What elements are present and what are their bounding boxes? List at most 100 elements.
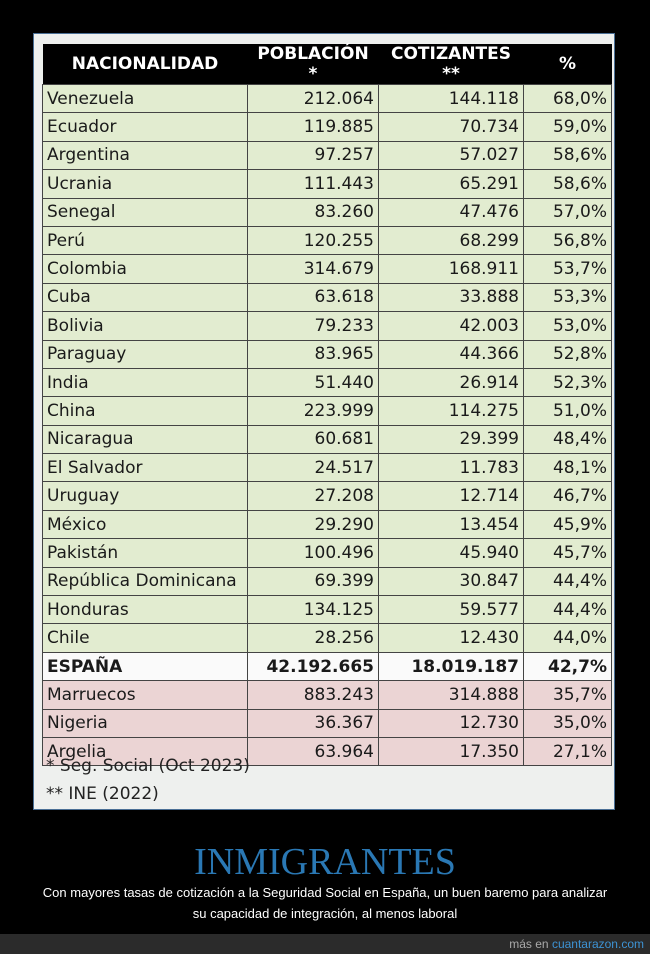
cell-poblacion: 63.964 [247,736,379,767]
cell-pct: 44,0% [523,623,612,653]
table-row: Ucrania 111.443 65.291 58,6% [42,169,612,199]
cell-poblacion: 83.965 [247,339,379,369]
cell-pct: 44,4% [523,566,612,597]
table-row: Paraguay 83.965 44.366 52,8% [42,339,612,369]
cell-poblacion: 51.440 [247,367,379,398]
cell-cotizantes: 42.003 [378,311,524,341]
cell-poblacion: 111.443 [247,169,379,199]
table-row: Perú 120.255 68.299 56,8% [42,225,612,256]
cell-name: Uruguay [42,481,248,511]
cell-name: Marruecos [42,680,248,710]
cell-poblacion: 100.496 [247,538,379,568]
cell-cotizantes: 44.366 [378,339,524,369]
cell-poblacion: 28.256 [247,623,379,653]
cell-pct: 52,8% [523,339,612,369]
cell-cotizantes: 70.734 [378,112,524,142]
cell-cotizantes: 33.888 [378,282,524,313]
cell-name: Cuba [42,282,248,313]
cell-pct: 52,3% [523,367,612,398]
table-row: Argentina 97.257 57.027 58,6% [42,140,612,171]
table-row: Venezuela 212.064 144.118 68,0% [42,83,612,114]
cell-cotizantes: 59.577 [378,595,524,625]
cell-poblacion: 63.618 [247,282,379,313]
site-link[interactable]: cuantarazon.com [551,937,644,951]
cell-pct: 51,0% [523,396,612,426]
cell-cotizantes: 12.714 [378,481,524,511]
cell-pct: 44,4% [523,595,612,625]
cell-pct: 42,7% [523,651,612,682]
table-row: El Salvador 24.517 11.783 48,1% [42,453,612,483]
cell-pct: 58,6% [523,140,612,171]
cell-cotizantes: 29.399 [378,424,524,455]
cell-name: Nicaragua [42,424,248,455]
data-table: NACIONALIDAD POBLACIÓN * COTIZANTES ** %… [42,44,612,767]
cell-name: Senegal [42,197,248,227]
table-row: México 29.290 13.454 45,9% [42,509,612,540]
cell-pct: 48,1% [523,453,612,483]
cell-poblacion: 883.243 [247,680,379,710]
table-row: Senegal 83.260 47.476 57,0% [42,197,612,227]
cell-pct: 45,9% [523,509,612,540]
table-row: ESPAÑA 42.192.665 18.019.187 42,7% [42,651,612,682]
table-row: Nicaragua 60.681 29.399 48,4% [42,424,612,455]
table-row: República Dominicana 69.399 30.847 44,4% [42,566,612,597]
caption-line-1: Con mayores tasas de cotización a la Seg… [42,885,608,900]
cell-cotizantes: 30.847 [378,566,524,597]
cell-name: India [42,367,248,398]
cell-pct: 35,0% [523,708,612,738]
cell-cotizantes: 144.118 [378,83,524,114]
table-row: Marruecos 883.243 314.888 35,7% [42,680,612,710]
cell-cotizantes: 114.275 [378,396,524,426]
image-frame: NACIONALIDAD POBLACIÓN * COTIZANTES ** %… [33,33,615,810]
footnote-cotizantes: ** INE (2022) [46,784,159,804]
table-row: Ecuador 119.885 70.734 59,0% [42,112,612,142]
cell-name: Venezuela [42,83,248,114]
cell-pct: 46,7% [523,481,612,511]
cell-cotizantes: 11.783 [378,453,524,483]
cell-poblacion: 79.233 [247,311,379,341]
cell-poblacion: 120.255 [247,225,379,256]
header-poblacion: POBLACIÓN * [247,44,379,85]
cell-poblacion: 29.290 [247,509,379,540]
cell-poblacion: 27.208 [247,481,379,511]
cell-name: Pakistán [42,538,248,568]
cell-cotizantes: 65.291 [378,169,524,199]
footer-bar: más en cuantarazon.com [0,934,650,954]
table-row: Argelia 63.964 17.350 27,1% [42,736,612,767]
cell-name: El Salvador [42,453,248,483]
cell-pct: 58,6% [523,169,612,199]
cell-pct: 53,7% [523,254,612,284]
cell-pct: 45,7% [523,538,612,568]
table-row: Cuba 63.618 33.888 53,3% [42,282,612,313]
cell-cotizantes: 57.027 [378,140,524,171]
cell-poblacion: 212.064 [247,83,379,114]
cell-pct: 35,7% [523,680,612,710]
cell-cotizantes: 168.911 [378,254,524,284]
cell-poblacion: 134.125 [247,595,379,625]
cell-cotizantes: 18.019.187 [378,651,524,682]
cell-name: ESPAÑA [42,651,248,682]
cell-pct: 57,0% [523,197,612,227]
cell-name: Nigeria [42,708,248,738]
cell-pct: 68,0% [523,83,612,114]
cell-cotizantes: 12.730 [378,708,524,738]
table-row: India 51.440 26.914 52,3% [42,367,612,398]
table-row: Uruguay 27.208 12.714 46,7% [42,481,612,511]
header-percent: % [523,44,612,85]
cell-cotizantes: 13.454 [378,509,524,540]
table-row: Honduras 134.125 59.577 44,4% [42,595,612,625]
cell-pct: 59,0% [523,112,612,142]
cell-name: Bolivia [42,311,248,341]
footnote-poblacion: * Seg. Social (Oct 2023) [46,756,250,776]
table-row: China 223.999 114.275 51,0% [42,396,612,426]
table-row: Nigeria 36.367 12.730 35,0% [42,708,612,738]
cell-cotizantes: 26.914 [378,367,524,398]
table-row: Chile 28.256 12.430 44,0% [42,623,612,653]
cell-name: República Dominicana [42,566,248,597]
cell-cotizantes: 314.888 [378,680,524,710]
cell-pct: 53,3% [523,282,612,313]
cell-name: Chile [42,623,248,653]
table-header: NACIONALIDAD POBLACIÓN * COTIZANTES ** % [42,44,612,85]
cell-name: México [42,509,248,540]
cell-name: Argentina [42,140,248,171]
